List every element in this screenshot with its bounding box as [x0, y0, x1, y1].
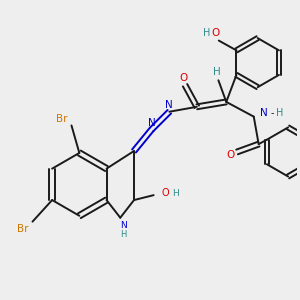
Text: N: N: [120, 221, 127, 230]
Text: H: H: [172, 189, 178, 198]
Text: O: O: [162, 188, 169, 198]
Text: N: N: [148, 118, 156, 128]
Text: O: O: [226, 150, 234, 160]
Text: H: H: [203, 28, 211, 38]
Text: H: H: [120, 230, 126, 239]
Text: N: N: [260, 108, 267, 118]
Text: O: O: [212, 28, 220, 38]
Text: O: O: [179, 74, 187, 83]
Text: N: N: [166, 100, 173, 110]
Text: H: H: [213, 68, 220, 77]
Text: H: H: [276, 108, 283, 118]
Text: Br: Br: [56, 114, 68, 124]
Text: -: -: [271, 108, 274, 118]
Text: Br: Br: [17, 224, 28, 233]
